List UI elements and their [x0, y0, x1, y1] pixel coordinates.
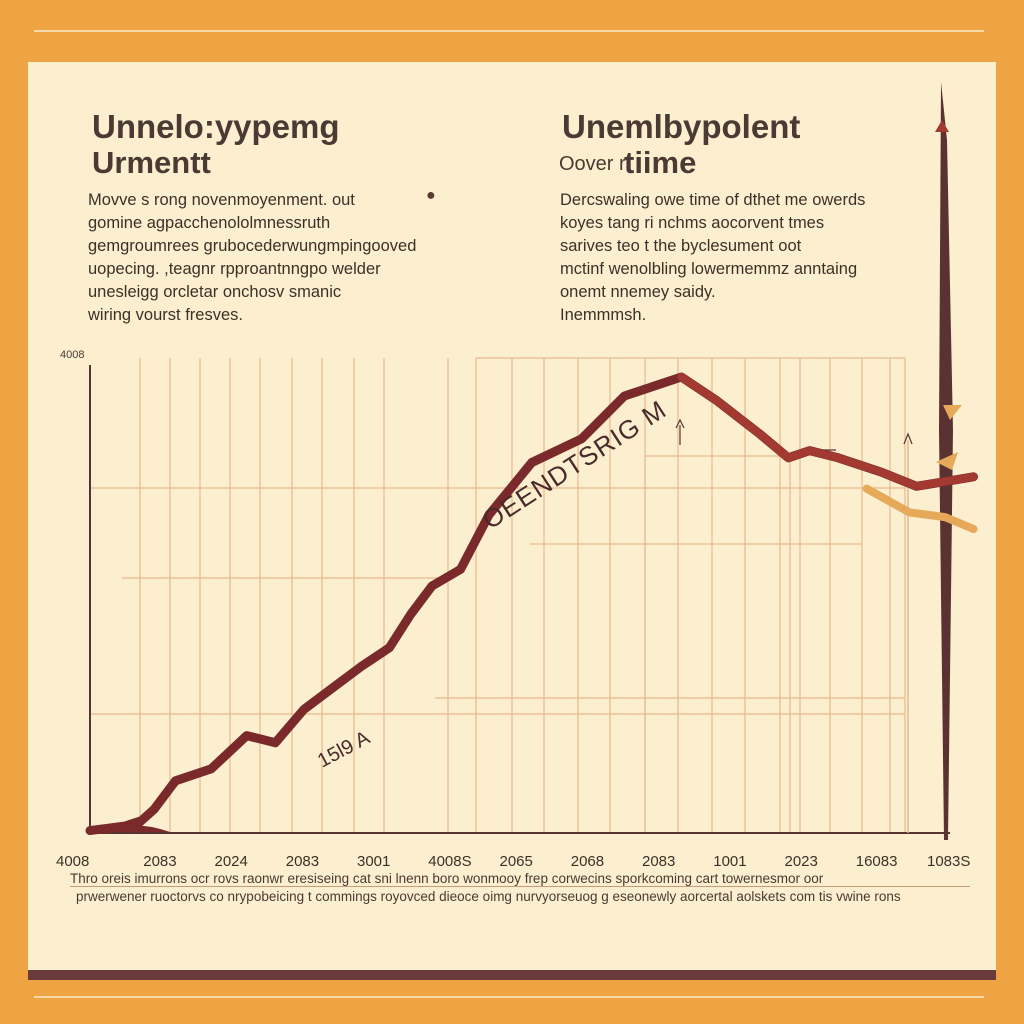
description-left: Movve s rong novenmoyenment. out gomine …	[88, 189, 416, 327]
description-right-line: sarives teo t the byclesument oot	[560, 237, 802, 255]
series-line-1	[862, 484, 978, 533]
description-right: Dercswaling owe time of dthet me owerds …	[560, 189, 865, 327]
x-tick-label: 2068	[571, 853, 604, 870]
x-tick-label: 16083	[856, 853, 898, 870]
chart-axes	[89, 82, 962, 840]
footer-divider	[70, 886, 970, 887]
right-subtitle: Oover r	[559, 153, 626, 175]
series-line-tail	[677, 373, 978, 491]
marker-arrow-icon	[903, 432, 913, 445]
x-tick-label: 2024	[215, 853, 248, 870]
bottom-decorative-rule	[34, 996, 984, 998]
x-tick-label: 2065	[500, 853, 533, 870]
x-tick-label: 4008	[56, 853, 89, 870]
description-right-line: koyes tang ri nchms aocorvent tmes	[560, 214, 825, 232]
x-tick-label: 2083	[286, 853, 319, 870]
left-title-line2: Urmentt	[92, 145, 211, 180]
description-left-line: gemgroumrees grubocederwungmpingooved	[88, 237, 417, 255]
description-left-line: gomine agpacchenololmnessruth	[88, 214, 331, 232]
chart-ticks: 4008 4008 2083 2024 2083 3001 4008S 2065 2068 208…	[56, 349, 970, 870]
description-right-line: Dercswaling owe time of dthet me owerds	[560, 191, 866, 209]
description-left-line: unesleigg orcletar onchosv smanic	[88, 283, 342, 301]
right-title-line2: tiime	[624, 145, 697, 180]
x-tick-label: 1001	[713, 853, 746, 870]
description-left-line: Movve s rong novenmoyenment. out	[88, 191, 355, 209]
x-tick-label: 2023	[785, 853, 818, 870]
footer-text-line2: prwerwener ruoctorvs co nrypobeicing t c…	[76, 889, 901, 904]
annotation-label: 15l9 A	[314, 727, 374, 773]
x-tick-label: 4008S	[428, 853, 471, 870]
y-tick-label: 4008	[60, 349, 84, 361]
x-tick-label: 2083	[143, 853, 176, 870]
right-title-line1: Unemlbypolent	[562, 108, 801, 145]
x-tick-label: 2083	[642, 853, 675, 870]
series-line-0	[85, 372, 978, 836]
panel-bottom-bar	[28, 970, 996, 980]
description-right-line: onemt nnemey saidy.	[560, 283, 716, 301]
chart-grid	[90, 357, 906, 833]
bullet-dot-icon: ●	[426, 187, 436, 204]
series-origin-bump	[90, 825, 170, 832]
description-left-line: wiring vourst fresves.	[88, 306, 243, 324]
x-tick-label: 1083S	[927, 853, 970, 870]
marker-arrow-icon	[675, 418, 685, 429]
description-left-line: uopecing. ,teagnr rpproantnngpo welder	[88, 260, 381, 278]
top-decorative-rule	[34, 30, 984, 32]
chart-series	[85, 372, 978, 836]
description-right-line: mctinf wenolbling lowermemmz anntaing	[560, 260, 858, 278]
chart-annotations: OEENDTSRIG M 15l9 A	[314, 394, 672, 772]
spike-flag-icon	[943, 405, 962, 420]
footer-text-line1: Thro oreis imurrons ocr rovs raonwr eres…	[70, 871, 824, 886]
spike-flag-icon	[936, 452, 958, 470]
annotation-label: OEENDTSRIG M	[477, 394, 672, 535]
left-title-line1: Unnelo:yypemg	[92, 108, 340, 145]
description-right-line: Inemmmsh.	[560, 306, 647, 324]
spike-arrowhead-icon	[935, 120, 949, 132]
x-tick-label: 3001	[357, 853, 390, 870]
